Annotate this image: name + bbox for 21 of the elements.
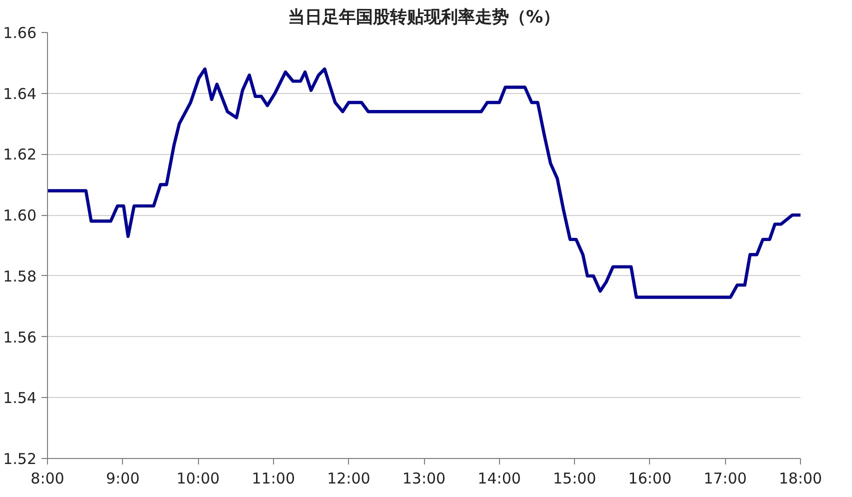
y-tick-label: 1.52 xyxy=(3,450,37,468)
y-tick-label: 1.64 xyxy=(3,84,37,103)
line-series xyxy=(48,67,800,299)
x-tick-label: 12:00 xyxy=(327,470,370,488)
x-tick-label: 14:00 xyxy=(478,470,521,488)
y-tick-label: 1.60 xyxy=(3,206,37,225)
x-tick-label: 13:00 xyxy=(402,470,446,488)
y-tick-label: 1.66 xyxy=(3,24,37,42)
y-tick-label: 1.54 xyxy=(3,389,37,408)
x-tick-label: 17:00 xyxy=(704,470,747,488)
y-tick-label: 1.58 xyxy=(3,267,37,286)
x-tick-label: 10:00 xyxy=(176,470,220,488)
y-tick-label: 1.56 xyxy=(3,328,37,346)
chart-title: 当日足年国股转贴现利率走势（%） xyxy=(288,8,560,28)
x-tick-label: 9:00 xyxy=(106,470,140,488)
x-tick-label: 8:00 xyxy=(30,470,64,488)
y-tick-label: 1.62 xyxy=(3,146,37,164)
x-tick-label: 11:00 xyxy=(252,470,296,488)
x-tick-label: 16:00 xyxy=(628,470,672,488)
x-tick-label: 15:00 xyxy=(552,470,596,488)
x-tick-label: 18:00 xyxy=(778,470,822,488)
